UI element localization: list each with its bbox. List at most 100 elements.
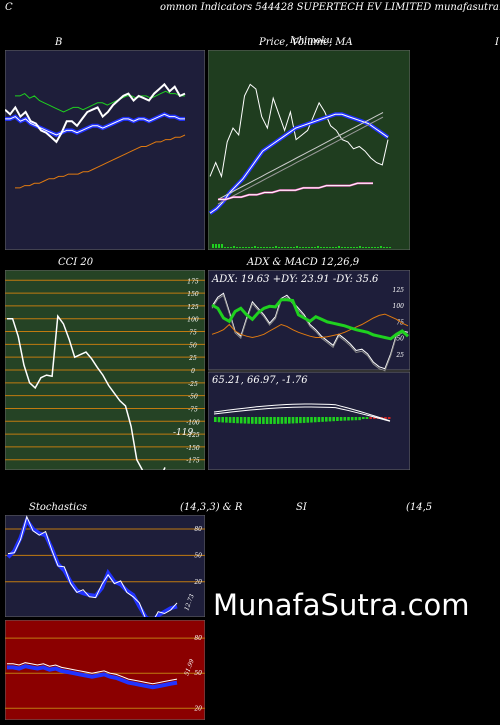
volume-bar [368, 247, 370, 248]
volume-bar [212, 244, 214, 248]
macd-histogram-bar [276, 417, 280, 424]
volume-bar [323, 247, 325, 248]
macd-histogram-bar [336, 417, 339, 421]
cci-tick-label: 0 [191, 368, 195, 375]
price-ma-slow-2 [217, 116, 384, 205]
macd-histogram-bar [384, 417, 387, 419]
macd-histogram-bar [265, 417, 269, 424]
macd-histogram-bar [369, 417, 372, 419]
adx-tick-label: 100 [393, 303, 405, 310]
volume-bar [377, 247, 379, 248]
volume-bar [317, 246, 319, 248]
stoch-tick-label: 20 [193, 579, 202, 586]
volume-bar [269, 247, 271, 248]
volume-bar [218, 244, 220, 248]
rsi-tick-label: 20 [193, 705, 202, 712]
price-panel [208, 50, 410, 250]
cci-tick-label: 25 [188, 355, 197, 362]
cci-tick-label: -150 [186, 445, 200, 452]
macd-histogram-bar [221, 417, 224, 423]
rsi-tick-label: 50 [194, 670, 202, 677]
cci-tick-label: 175 [187, 278, 199, 285]
volume-bar [371, 247, 373, 248]
macd-histogram-bar [328, 417, 332, 422]
macd-histogram-bar [273, 417, 276, 424]
volume-bar [224, 247, 226, 248]
volume-bar [329, 247, 331, 248]
cci-tick-label: 50 [189, 342, 197, 349]
volume-bar [275, 246, 277, 248]
adx-values: ADX: 19.63 +DY: 23.91 -DY: 35.6 [212, 274, 379, 285]
bb-label: B [55, 37, 63, 48]
volume-bar [266, 247, 268, 248]
volume-bar [251, 247, 253, 248]
volume-bar [335, 247, 337, 248]
adx-panel: 125 100 75 50 25 [208, 270, 410, 470]
macd-line [213, 403, 391, 422]
volume-bar [227, 247, 229, 248]
volume-bar [386, 247, 388, 248]
stoch-tick-label: 80 [194, 526, 202, 533]
macd-histogram-bar [317, 417, 321, 423]
stoch-k-line [7, 515, 178, 617]
volume-bar [365, 247, 367, 248]
volume-bar [299, 247, 301, 248]
volume-bar [233, 246, 235, 248]
cci-panel: 175 150 125 100 75 50 25 0 -25 -50 -75 -100 -125 -150… [5, 270, 205, 470]
cci-tick-label: -175 [186, 458, 200, 465]
cci-tick-label: -25 [188, 381, 198, 388]
volume-bar [263, 247, 265, 248]
price-ma-blue-core [209, 113, 389, 214]
volume-bar [374, 247, 376, 248]
bollinger-bg [5, 50, 205, 250]
price-label: Price, Volume, MA [259, 37, 353, 48]
volume-bar [293, 247, 295, 248]
page-title: ommon Indicators 544428 SUPERTECH EV LIM… [160, 2, 500, 13]
macd-histogram-bar [387, 417, 391, 419]
volume-bar [359, 246, 361, 248]
volume-bar [221, 244, 223, 248]
watermark: MunafaSutra.com [213, 588, 470, 622]
volume-bar [332, 247, 334, 248]
macd-histogram-bar [354, 417, 358, 421]
adx-minus-di [211, 313, 409, 339]
macd-histogram-bar [291, 417, 295, 424]
macd-histogram-bar [251, 417, 254, 424]
volume-bar [314, 247, 316, 248]
macd-histogram-bar [347, 417, 350, 421]
macd-histogram-bar [299, 417, 302, 424]
macd-histogram-bar [373, 417, 376, 419]
stoch-tick-label: 50 [194, 552, 202, 559]
volume-bar [236, 247, 238, 248]
volume-bar [383, 247, 385, 248]
volume-bar [347, 247, 349, 248]
cci-tick-label: 75 [189, 330, 197, 337]
macd-histogram-bar [225, 417, 228, 423]
volume-bar [287, 247, 289, 248]
macd-histogram-bar [262, 417, 265, 424]
volume-bar [260, 247, 262, 248]
cci-tick-label: -100 [186, 419, 200, 426]
volume-bar [215, 244, 217, 248]
macd-signal-line [213, 406, 391, 422]
volume-bar [230, 247, 232, 248]
macd-histogram-bar [339, 417, 343, 421]
volume-bar [296, 246, 298, 248]
bollinger-panel [5, 50, 205, 250]
macd-histogram-bar [302, 417, 306, 423]
macd-histogram-bar [306, 417, 310, 423]
adx-tick-label: 125 [393, 287, 405, 294]
right-edge-label: I [495, 37, 499, 48]
price-bg [208, 50, 410, 250]
bollinger-price-line [5, 82, 186, 144]
macd-histogram-bar [310, 417, 313, 423]
macd-histogram-bar [232, 417, 236, 424]
cci-last-value: -119 [173, 428, 193, 438]
volume-bar [284, 247, 286, 248]
macd-histogram-bar [288, 417, 291, 424]
price-ma-pink-core [218, 182, 373, 200]
volume-bar [272, 247, 274, 248]
adx-line [211, 298, 410, 341]
macd-histogram-bar [362, 417, 365, 419]
